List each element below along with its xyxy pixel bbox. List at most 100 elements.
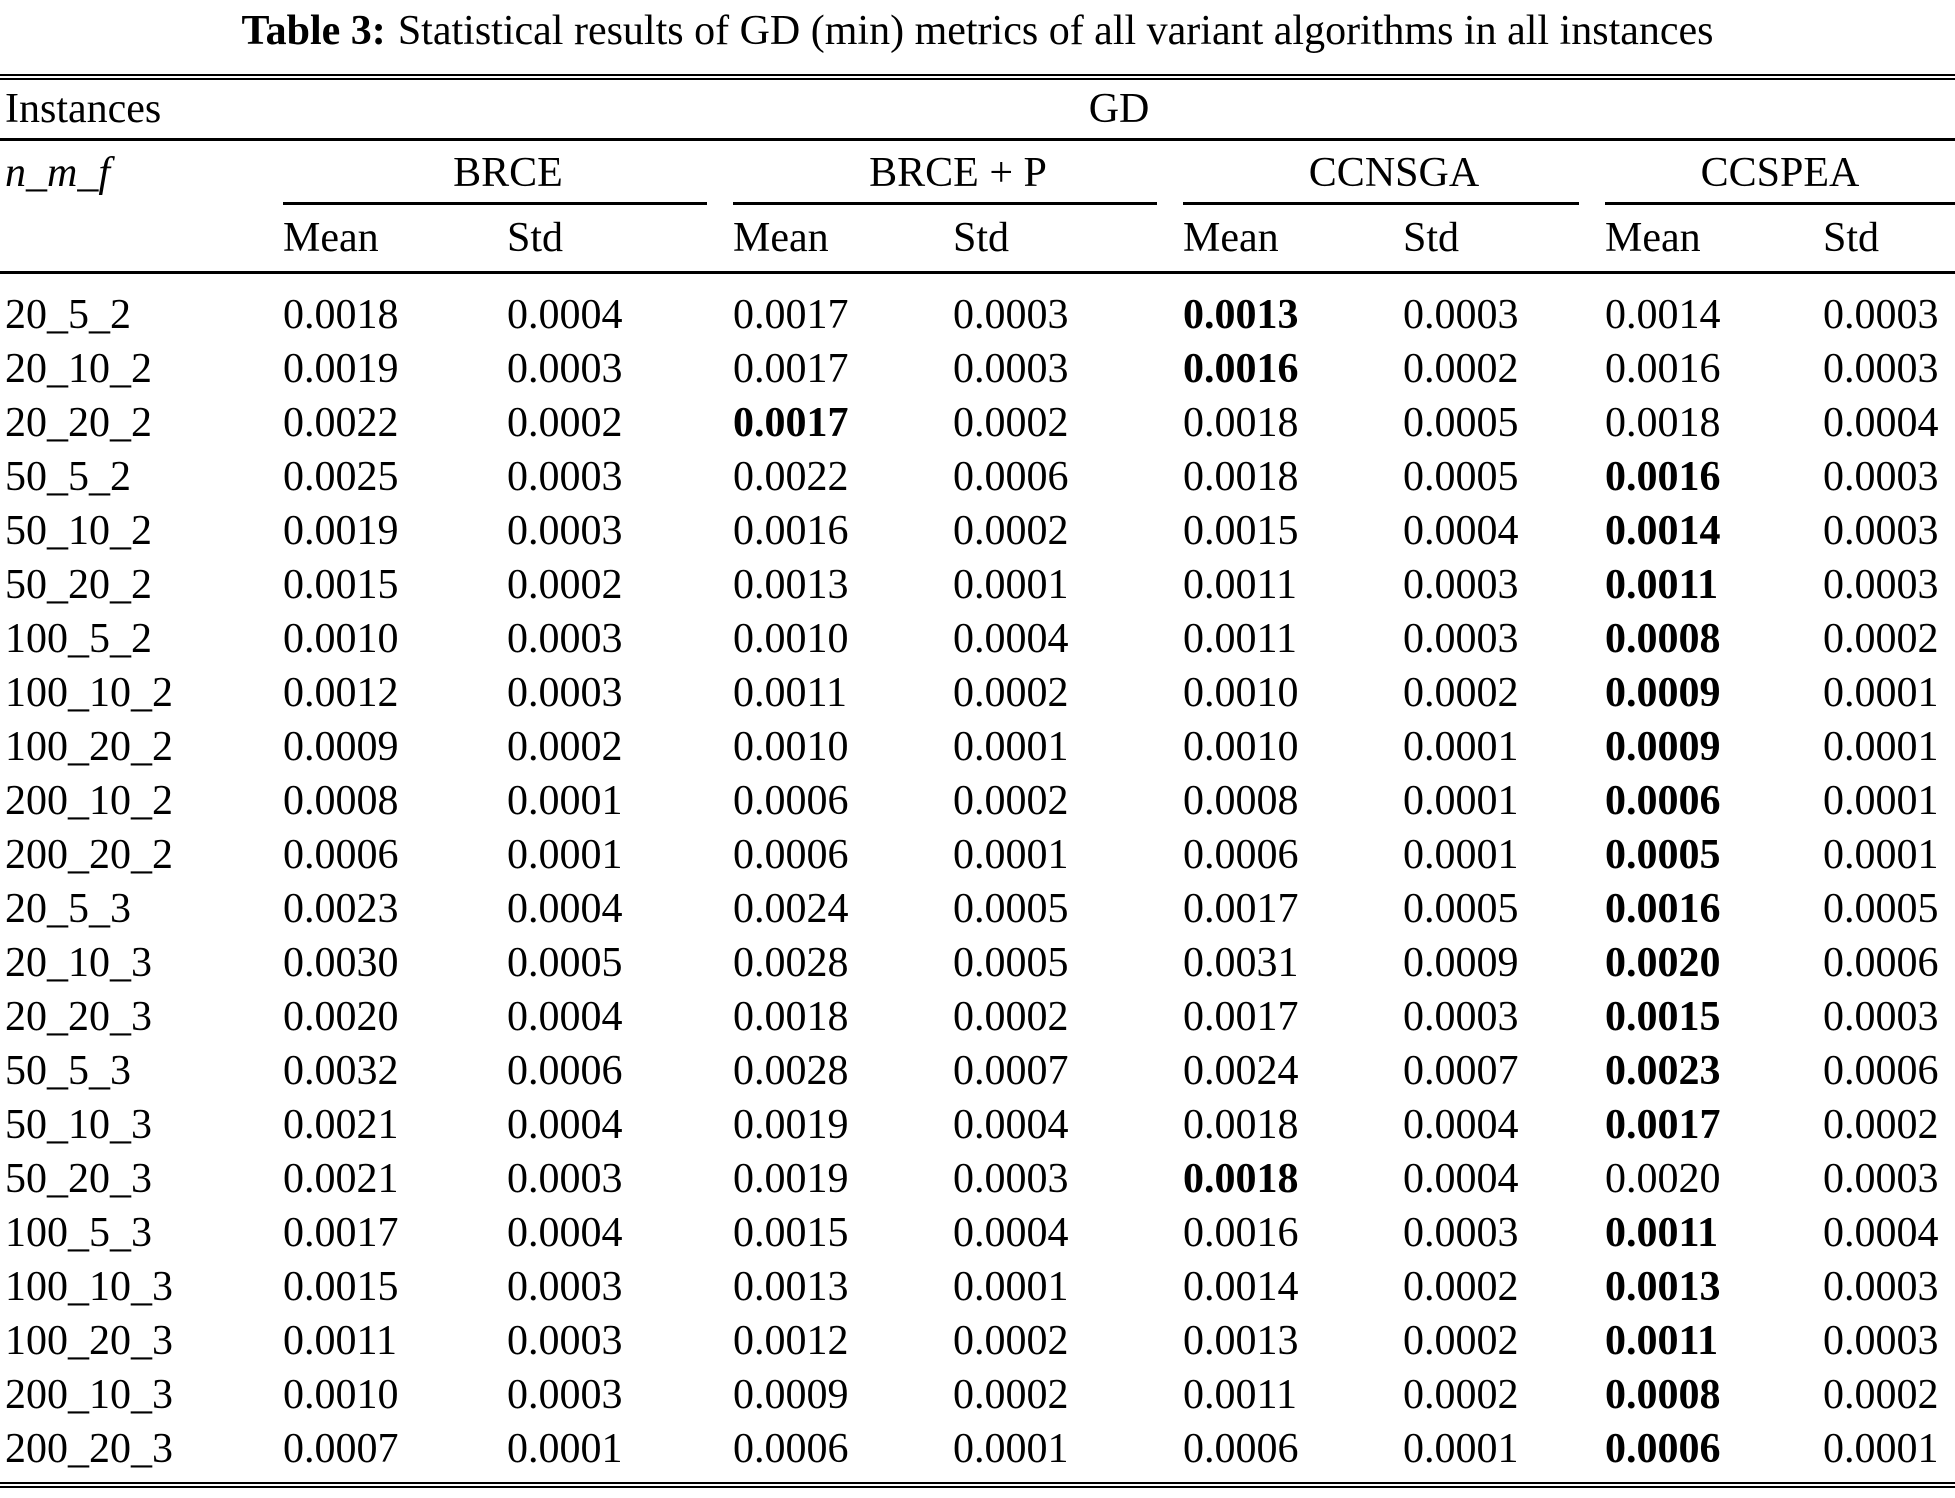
cell-value: 0.0010 — [1183, 724, 1299, 770]
cell-value: 0.0003 — [507, 508, 623, 554]
cell-value: 0.0010 — [1183, 670, 1299, 716]
cell-value: 0.0020 — [1605, 1156, 1721, 1202]
group-header-label: CCNSGA — [1308, 150, 1480, 196]
cell-value: 0.0020 — [283, 994, 399, 1040]
table-row: 20_10_2 0.0019 0.0003 0.0017 0.0003 0.0016 0.0… — [0, 342, 1955, 396]
cell-value: 0.0023 — [283, 886, 399, 932]
group-header-ccnsga: CCNSGA — [1183, 140, 1605, 205]
cell-value: 0.0003 — [1823, 1264, 1939, 1310]
subcolumn-header-mean: Mean — [1183, 205, 1403, 274]
table-top-rule — [0, 74, 1955, 80]
cell-instance: 50_5_2 — [5, 454, 131, 500]
group-underline-rule — [283, 202, 707, 205]
cell-value: 0.0001 — [1823, 778, 1939, 824]
cell-instance: 200_20_3 — [5, 1426, 173, 1472]
cell-value: 0.0007 — [1403, 1048, 1519, 1094]
subcolumn-header-std: Std — [507, 205, 733, 274]
cell-value: 0.0003 — [1823, 562, 1939, 608]
cell-value: 0.0008 — [1605, 616, 1721, 662]
cell-value: 0.0019 — [733, 1102, 849, 1148]
cell-value: 0.0004 — [1403, 508, 1519, 554]
cell-value: 0.0003 — [507, 616, 623, 662]
cell-value: 0.0017 — [1183, 994, 1299, 1040]
cell-value: 0.0002 — [953, 778, 1069, 824]
cell-value: 0.0008 — [283, 778, 399, 824]
cell-value: 0.0004 — [507, 886, 623, 932]
cell-value: 0.0013 — [1605, 1264, 1721, 1310]
cell-value: 0.0004 — [1823, 400, 1939, 446]
cell-value: 0.0016 — [1605, 346, 1721, 392]
cell-value: 0.0005 — [1403, 400, 1519, 446]
table-bottom-rule — [0, 1482, 1955, 1488]
cell-value: 0.0001 — [1823, 724, 1939, 770]
cell-value: 0.0005 — [1403, 454, 1519, 500]
cell-instance: 20_5_3 — [5, 886, 131, 932]
cell-value: 0.0020 — [1605, 940, 1721, 986]
cell-value: 0.0003 — [1403, 1210, 1519, 1256]
cell-value: 0.0024 — [1183, 1048, 1299, 1094]
cell-value: 0.0007 — [953, 1048, 1069, 1094]
cell-value: 0.0004 — [953, 1210, 1069, 1256]
cell-value: 0.0004 — [1403, 1102, 1519, 1148]
cell-value: 0.0014 — [1183, 1264, 1299, 1310]
cell-value: 0.0006 — [283, 832, 399, 878]
cell-value: 0.0006 — [507, 1048, 623, 1094]
cell-value: 0.0008 — [1183, 778, 1299, 824]
cell-value: 0.0005 — [507, 940, 623, 986]
cell-value: 0.0006 — [1605, 1426, 1721, 1472]
cell-value: 0.0003 — [1403, 562, 1519, 608]
cell-instance: 20_20_3 — [5, 994, 152, 1040]
cell-value: 0.0028 — [733, 1048, 849, 1094]
table-caption: Table 3: Statistical results of GD (min) … — [0, 0, 1955, 68]
cell-value: 0.0011 — [1183, 1372, 1297, 1418]
cell-value: 0.0009 — [283, 724, 399, 770]
cell-value: 0.0022 — [283, 400, 399, 446]
instances-header: Instances — [0, 80, 283, 141]
cell-value: 0.0028 — [733, 940, 849, 986]
cell-value: 0.0004 — [1823, 1210, 1939, 1256]
cell-value: 0.0016 — [1605, 886, 1721, 932]
group-header-ccspea: CCSPEA — [1605, 140, 1955, 205]
cell-value: 0.0001 — [1403, 724, 1519, 770]
cell-value: 0.0024 — [733, 886, 849, 932]
cell-value: 0.0001 — [1823, 1426, 1939, 1472]
table-row: 100_20_2 0.0009 0.0002 0.0010 0.0001 0.0010 0.… — [0, 720, 1955, 774]
table-caption-text: Statistical results of GD (min) metrics … — [397, 8, 1714, 54]
cell-value: 0.0019 — [283, 346, 399, 392]
cell-value: 0.0004 — [953, 1102, 1069, 1148]
cell-value: 0.0011 — [1605, 562, 1719, 608]
cell-value: 0.0001 — [953, 724, 1069, 770]
cell-value: 0.0006 — [733, 832, 849, 878]
cell-value: 0.0012 — [283, 670, 399, 716]
cell-value: 0.0011 — [1183, 562, 1297, 608]
subcolumn-header-mean: Mean — [733, 205, 953, 274]
cell-value: 0.0010 — [283, 616, 399, 662]
cell-value: 0.0002 — [953, 1318, 1069, 1364]
table-row: 20_20_3 0.0020 0.0004 0.0018 0.0002 0.0017 0.0… — [0, 990, 1955, 1044]
cell-instance: 200_10_2 — [5, 778, 173, 824]
cell-value: 0.0001 — [1403, 832, 1519, 878]
cell-instance: 100_20_3 — [5, 1318, 173, 1364]
cell-value: 0.0002 — [953, 670, 1069, 716]
cell-value: 0.0023 — [1605, 1048, 1721, 1094]
cell-instance: 20_5_2 — [5, 292, 131, 338]
cell-value: 0.0003 — [1823, 346, 1939, 392]
cell-instance: 50_20_3 — [5, 1156, 152, 1202]
cell-value: 0.0005 — [953, 886, 1069, 932]
cell-value: 0.0001 — [507, 778, 623, 824]
cell-instance: 200_20_2 — [5, 832, 173, 878]
cell-value: 0.0008 — [1605, 1372, 1721, 1418]
cell-value: 0.0002 — [1403, 670, 1519, 716]
cell-value: 0.0018 — [733, 994, 849, 1040]
cell-value: 0.0013 — [1183, 1318, 1299, 1364]
cell-value: 0.0009 — [1605, 670, 1721, 716]
span-header-row: Instances GD — [0, 80, 1955, 141]
cell-value: 0.0006 — [733, 1426, 849, 1472]
cell-value: 0.0011 — [1183, 616, 1297, 662]
table-row: 100_20_3 0.0011 0.0003 0.0012 0.0002 0.0013 0.… — [0, 1314, 1955, 1368]
cell-value: 0.0010 — [733, 616, 849, 662]
cell-value: 0.0005 — [1403, 886, 1519, 932]
cell-value: 0.0001 — [1823, 670, 1939, 716]
subcolumn-header-mean: Mean — [283, 205, 507, 274]
cell-value: 0.0004 — [507, 1102, 623, 1148]
